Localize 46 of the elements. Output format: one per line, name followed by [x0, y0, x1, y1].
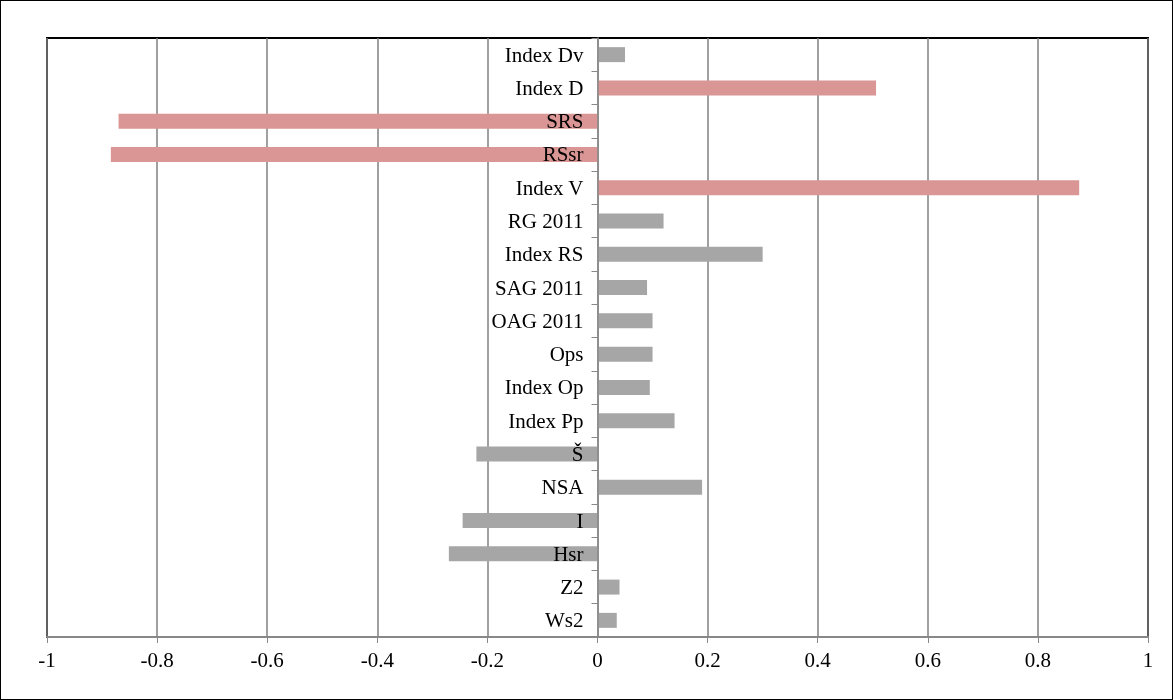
bar [597, 346, 653, 362]
y-tick-label: OAG 2011 [491, 308, 584, 333]
y-tick-label: Ops [549, 342, 584, 367]
x-tick-label: 0.8 [1024, 647, 1052, 672]
bar [597, 579, 620, 595]
x-tick-label: 1 [1142, 647, 1154, 672]
x-tick-label: 0 [592, 647, 603, 672]
y-tick-label: Index Op [504, 375, 584, 400]
bar [448, 546, 598, 562]
bar [597, 612, 617, 628]
bar [597, 47, 626, 63]
y-tick-label: Hsr [553, 541, 584, 566]
y-tick-label: Index RS [504, 242, 584, 267]
bar [597, 80, 877, 96]
x-tick-label: -0.8 [140, 647, 174, 672]
bar [597, 246, 763, 262]
bar [597, 180, 1080, 196]
y-tick-label: RSsr [542, 142, 584, 167]
y-tick-label: Ws2 [545, 608, 584, 633]
bar [597, 379, 650, 395]
y-tick-label: Index D [515, 75, 584, 100]
y-tick-label: Index V [515, 175, 584, 200]
bar [597, 313, 653, 329]
x-tick-label: -1 [38, 647, 56, 672]
y-tick-label: I [576, 508, 584, 533]
y-tick-label: SAG 2011 [495, 275, 584, 300]
bar [597, 479, 703, 495]
x-tick-label: -0.6 [250, 647, 284, 672]
y-tick-label: SRS [546, 109, 584, 134]
y-tick-label: NSA [541, 475, 585, 500]
x-tick-label: 0.4 [804, 647, 832, 672]
x-tick-label: 0.2 [694, 647, 721, 672]
bar [597, 413, 675, 429]
bar [597, 280, 648, 296]
y-tick-label: Index Pp [508, 408, 584, 433]
bar [597, 213, 664, 229]
y-tick-label: Š [571, 441, 584, 466]
y-tick-label: Index Dv [504, 42, 584, 67]
x-tick-label: 0.6 [914, 647, 941, 672]
y-tick-label: Z2 [560, 575, 584, 600]
x-tick-label: -0.2 [470, 647, 505, 672]
y-tick-label: RG 2011 [507, 209, 584, 234]
bar [462, 513, 598, 529]
x-tick-label: -0.4 [360, 647, 395, 672]
bar [110, 146, 598, 162]
bar [118, 113, 598, 129]
